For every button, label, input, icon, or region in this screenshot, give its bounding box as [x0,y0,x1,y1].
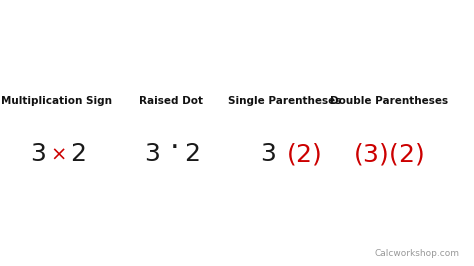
Text: $3$: $3$ [30,142,46,166]
Text: $(2)$: $(2)$ [286,141,321,167]
Text: $\times$: $\times$ [50,145,66,164]
Text: Single Parentheses: Single Parentheses [228,96,341,106]
Text: Raised Dot: Raised Dot [138,96,203,106]
Text: $3$: $3$ [144,142,160,166]
Text: $3$: $3$ [260,142,276,166]
Text: Multiplication Sign: Multiplication Sign [1,96,112,106]
Text: Double Parentheses: Double Parentheses [329,96,448,106]
Text: Calcworkshop.com: Calcworkshop.com [375,249,460,258]
Text: $\cdot$: $\cdot$ [169,132,177,161]
Text: $2$: $2$ [71,142,86,166]
Text: $(3)(2)$: $(3)(2)$ [353,141,424,167]
Text: $2$: $2$ [184,142,200,166]
